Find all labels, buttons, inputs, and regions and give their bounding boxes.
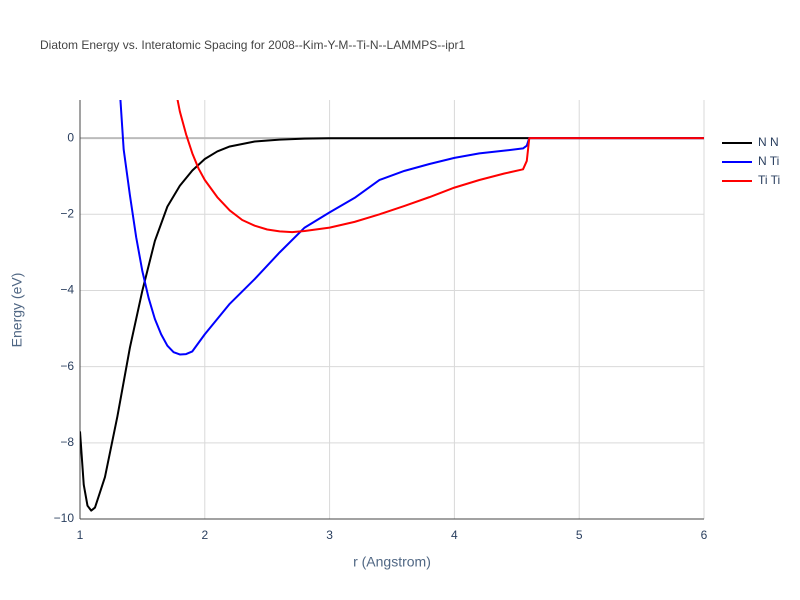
- series-line: [119, 100, 704, 356]
- legend-label: N N: [758, 135, 779, 149]
- y-tick-label: −2: [60, 206, 74, 220]
- x-tick-label: 3: [326, 528, 333, 542]
- x-tick-label: 4: [451, 528, 458, 542]
- x-tick-label: 2: [201, 528, 208, 542]
- x-tick-label: 5: [576, 528, 583, 542]
- grid: 1 2 3 4 5 6 −10 −8 −6 −4 −2 0: [54, 100, 708, 542]
- y-tick-label: 0: [67, 130, 74, 144]
- legend-label: Ti Ti: [758, 173, 780, 187]
- legend: N N N Ti Ti Ti: [722, 135, 780, 187]
- y-tick-label: −8: [60, 435, 74, 449]
- x-axis-title: r (Angstrom): [353, 554, 431, 570]
- y-tick-label: −4: [60, 283, 74, 297]
- plot-area: [80, 100, 704, 512]
- y-tick-label: −10: [54, 511, 75, 525]
- chart-title: Diatom Energy vs. Interatomic Spacing fo…: [40, 38, 466, 52]
- legend-label: N Ti: [758, 154, 779, 168]
- series-line: [176, 100, 704, 234]
- y-axis-title: Energy (eV): [9, 273, 25, 348]
- x-tick-label: 1: [77, 528, 84, 542]
- series-line: [80, 137, 704, 512]
- y-tick-label: −6: [60, 359, 74, 373]
- x-tick-label: 6: [701, 528, 708, 542]
